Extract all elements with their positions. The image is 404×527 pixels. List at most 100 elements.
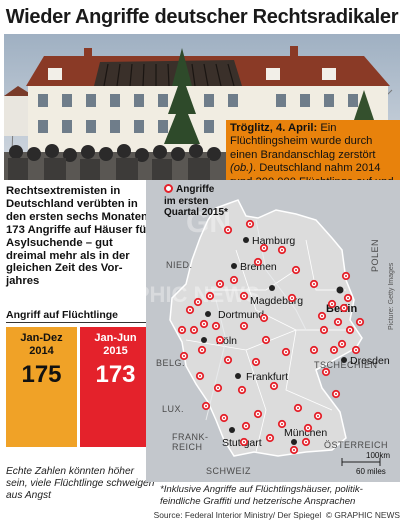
- city-label-frankfurt: Frankfurt: [246, 371, 288, 383]
- headline: Wieder Angriffe deutscher Rechtsradikale…: [5, 6, 399, 28]
- attack-marker-center: [197, 301, 199, 303]
- city-dot-stuttgart: [229, 427, 235, 433]
- attack-marker-center: [345, 275, 347, 277]
- label-polen: POLEN: [370, 239, 380, 272]
- attack-marker-center: [313, 349, 315, 351]
- attack-marker-center: [269, 437, 271, 439]
- attack-marker-center: [331, 303, 333, 305]
- stat-box-2015: Jan-Jun 2015 173: [80, 327, 151, 447]
- label-frankreich-2: REICH: [172, 442, 203, 452]
- city-dot-bremen: [231, 263, 237, 269]
- stat-2015-period-line1: Jan-Jun: [94, 332, 137, 344]
- city-dot-dresden: [341, 357, 347, 363]
- attack-marker-center: [217, 387, 219, 389]
- caption-ob: (ob.): [230, 162, 254, 175]
- attack-marker-center: [193, 329, 195, 331]
- attack-marker-center: [297, 407, 299, 409]
- attack-marker-center: [227, 229, 229, 231]
- stat-2014-period-line2: 2014: [29, 344, 54, 357]
- city-label-bremen: Bremen: [240, 261, 277, 273]
- attack-marker-center: [257, 261, 259, 263]
- label-nied: NIED.: [166, 260, 193, 270]
- label-oesterreich: ÖSTERREICH: [324, 440, 388, 450]
- attack-marker-center: [241, 389, 243, 391]
- attack-marker-center: [313, 283, 315, 285]
- stats-title: Angriff auf Flüchtlinge: [6, 309, 118, 321]
- city-dot-frankfurt: [235, 373, 241, 379]
- stat-box-2014: Jan-Dez 2014 175: [6, 327, 77, 447]
- scale-km: 100km: [366, 451, 390, 460]
- attack-marker-center: [265, 339, 267, 341]
- attack-marker-center: [317, 415, 319, 417]
- city-label-muenchen: München: [284, 427, 327, 439]
- label-frankreich-1: FRANK-: [172, 432, 209, 442]
- footnote: *Inklusive Angriffe auf Flüchtlingshäuse…: [160, 484, 363, 507]
- city-label-dresden: Dresden: [350, 355, 390, 367]
- source-line: Source: Federal Interior Ministry/ Der S…: [150, 510, 400, 520]
- stat-2015-period-line2: 2015: [103, 344, 128, 357]
- attack-marker-center: [223, 417, 225, 419]
- attack-marker-center: [245, 425, 247, 427]
- attack-marker-center: [263, 317, 265, 319]
- attack-marker-center: [333, 349, 335, 351]
- label-tschechien: TSCHECHIEN: [314, 360, 378, 370]
- attack-marker-center: [199, 375, 201, 377]
- label-lux: LUX.: [162, 404, 184, 414]
- caption-place-date: Tröglitz, 4. April:: [230, 122, 318, 134]
- attack-marker-center: [347, 297, 349, 299]
- attack-marker-center: [355, 349, 357, 351]
- attack-marker-center: [183, 355, 185, 357]
- attack-marker-center: [325, 371, 327, 373]
- attack-marker-center: [203, 323, 205, 325]
- attack-marker-center: [359, 321, 361, 323]
- brand-text: © GRAPHIC NEWS: [325, 510, 400, 520]
- city-label-dortmund: Dortmund: [218, 309, 264, 321]
- attack-marker-center: [215, 325, 217, 327]
- attack-marker-center: [249, 223, 251, 225]
- attack-markers: [177, 219, 365, 455]
- attack-marker-center: [307, 427, 309, 429]
- attack-marker-center: [335, 393, 337, 395]
- city-dot-magdeburg: [269, 285, 275, 291]
- label-belg: BELG.: [156, 358, 185, 368]
- attack-marker-center: [219, 283, 221, 285]
- stat-2015-value: 173: [95, 361, 136, 388]
- attack-marker-center: [349, 329, 351, 331]
- city-dot-hamburg: [243, 237, 249, 243]
- legend-line1: Angriffe: [176, 184, 215, 195]
- attack-marker-center: [205, 405, 207, 407]
- attack-marker-center: [305, 441, 307, 443]
- legend-line2: im ersten: [164, 195, 209, 207]
- city-dot-dortmund: [205, 311, 211, 317]
- attack-marker-center: [243, 295, 245, 297]
- attack-marker-center: [243, 441, 245, 443]
- attack-marker-center: [337, 321, 339, 323]
- attack-marker-icon: [164, 184, 173, 193]
- attack-marker-center: [291, 297, 293, 299]
- city-dot-koeln: [201, 337, 207, 343]
- attack-marker-center: [321, 315, 323, 317]
- stat-2014-value: 175: [21, 361, 62, 388]
- map-svg: GN GRAPHIC NEWS NIED. POLEN BELG. TSCHEC…: [86, 180, 400, 482]
- attack-marker-center: [219, 339, 221, 341]
- attack-marker-center: [227, 359, 229, 361]
- attack-marker-center: [281, 249, 283, 251]
- watermark-gn: GN: [186, 206, 231, 239]
- attack-marker-center: [233, 279, 235, 281]
- scale-miles: 60 miles: [356, 467, 386, 476]
- attack-marker-center: [281, 423, 283, 425]
- attack-marker-center: [257, 413, 259, 415]
- lede-text: Rechtsextremisten in Deutschland verübte…: [6, 185, 151, 288]
- attack-marker-center: [293, 449, 295, 451]
- note-text: Echte Zahlen könnten höher sein, viele F…: [6, 466, 155, 502]
- scale-bar: 100km 60 miles: [341, 451, 390, 476]
- attack-marker-center: [181, 329, 183, 331]
- city-dot-muenchen: [291, 439, 297, 445]
- attack-marker-center: [255, 361, 257, 363]
- attack-marker-center: [209, 295, 211, 297]
- attack-marker-center: [201, 349, 203, 351]
- caption-text-before: Ein Flüchtlings­heim wurde durch einen B…: [230, 122, 376, 161]
- attack-marker-center: [323, 329, 325, 331]
- attack-marker-center: [243, 325, 245, 327]
- city-dot-berlin: [336, 286, 344, 294]
